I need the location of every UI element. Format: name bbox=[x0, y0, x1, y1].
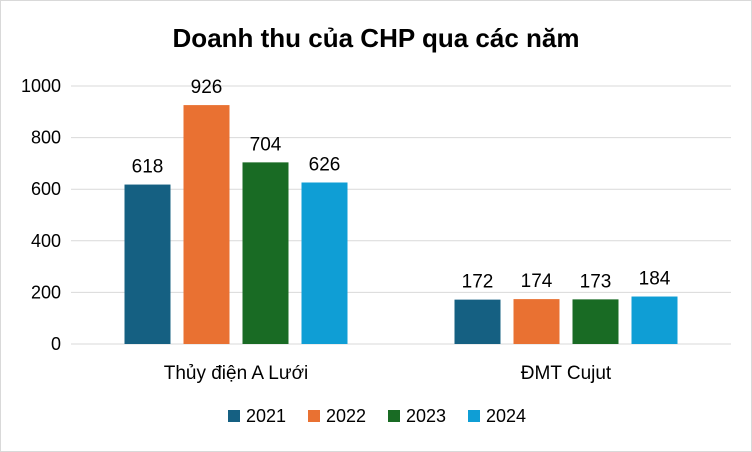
bars bbox=[124, 105, 678, 344]
data-label: 184 bbox=[639, 269, 671, 290]
axes: 0 200 400 600 800 1000 Thủy điện A Lưới ĐMT Cuj… bbox=[21, 76, 612, 384]
category-label: Thủy điện A Lưới bbox=[164, 363, 309, 384]
legend-label: 2024 bbox=[486, 406, 526, 426]
legend-swatch bbox=[308, 410, 320, 422]
y-tick-label: 200 bbox=[31, 282, 61, 302]
bar bbox=[513, 299, 560, 344]
y-tick-label: 800 bbox=[31, 128, 61, 148]
bar bbox=[631, 296, 678, 344]
legend-swatch bbox=[388, 410, 400, 422]
data-label: 926 bbox=[191, 77, 223, 98]
legend: 2021 2022 2023 2024 bbox=[228, 406, 526, 426]
bar bbox=[301, 182, 348, 344]
data-label: 704 bbox=[250, 134, 282, 155]
data-label: 174 bbox=[521, 271, 553, 292]
data-label: 626 bbox=[309, 154, 341, 175]
y-tick-label: 1000 bbox=[21, 76, 61, 96]
bar bbox=[124, 184, 171, 344]
gridlines bbox=[71, 85, 731, 345]
y-tick-label: 400 bbox=[31, 231, 61, 251]
data-label: 173 bbox=[580, 271, 612, 292]
legend-label: 2023 bbox=[406, 406, 446, 426]
category-label: ĐMT Cujut bbox=[521, 363, 612, 384]
chart-title: Doanh thu của CHP qua các năm bbox=[173, 23, 580, 53]
y-tick-label: 0 bbox=[51, 334, 61, 354]
data-label: 172 bbox=[462, 272, 494, 293]
bar bbox=[572, 299, 619, 344]
bar bbox=[242, 162, 289, 344]
legend-swatch bbox=[228, 410, 240, 422]
legend-label: 2021 bbox=[246, 406, 286, 426]
data-label: 618 bbox=[132, 157, 164, 178]
bar bbox=[183, 105, 230, 344]
legend-swatch bbox=[468, 410, 480, 422]
bar bbox=[454, 299, 501, 344]
data-labels: 618 926 704 626 172 174 173 184 bbox=[132, 77, 671, 293]
y-tick-label: 600 bbox=[31, 179, 61, 199]
legend-label: 2022 bbox=[326, 406, 366, 426]
